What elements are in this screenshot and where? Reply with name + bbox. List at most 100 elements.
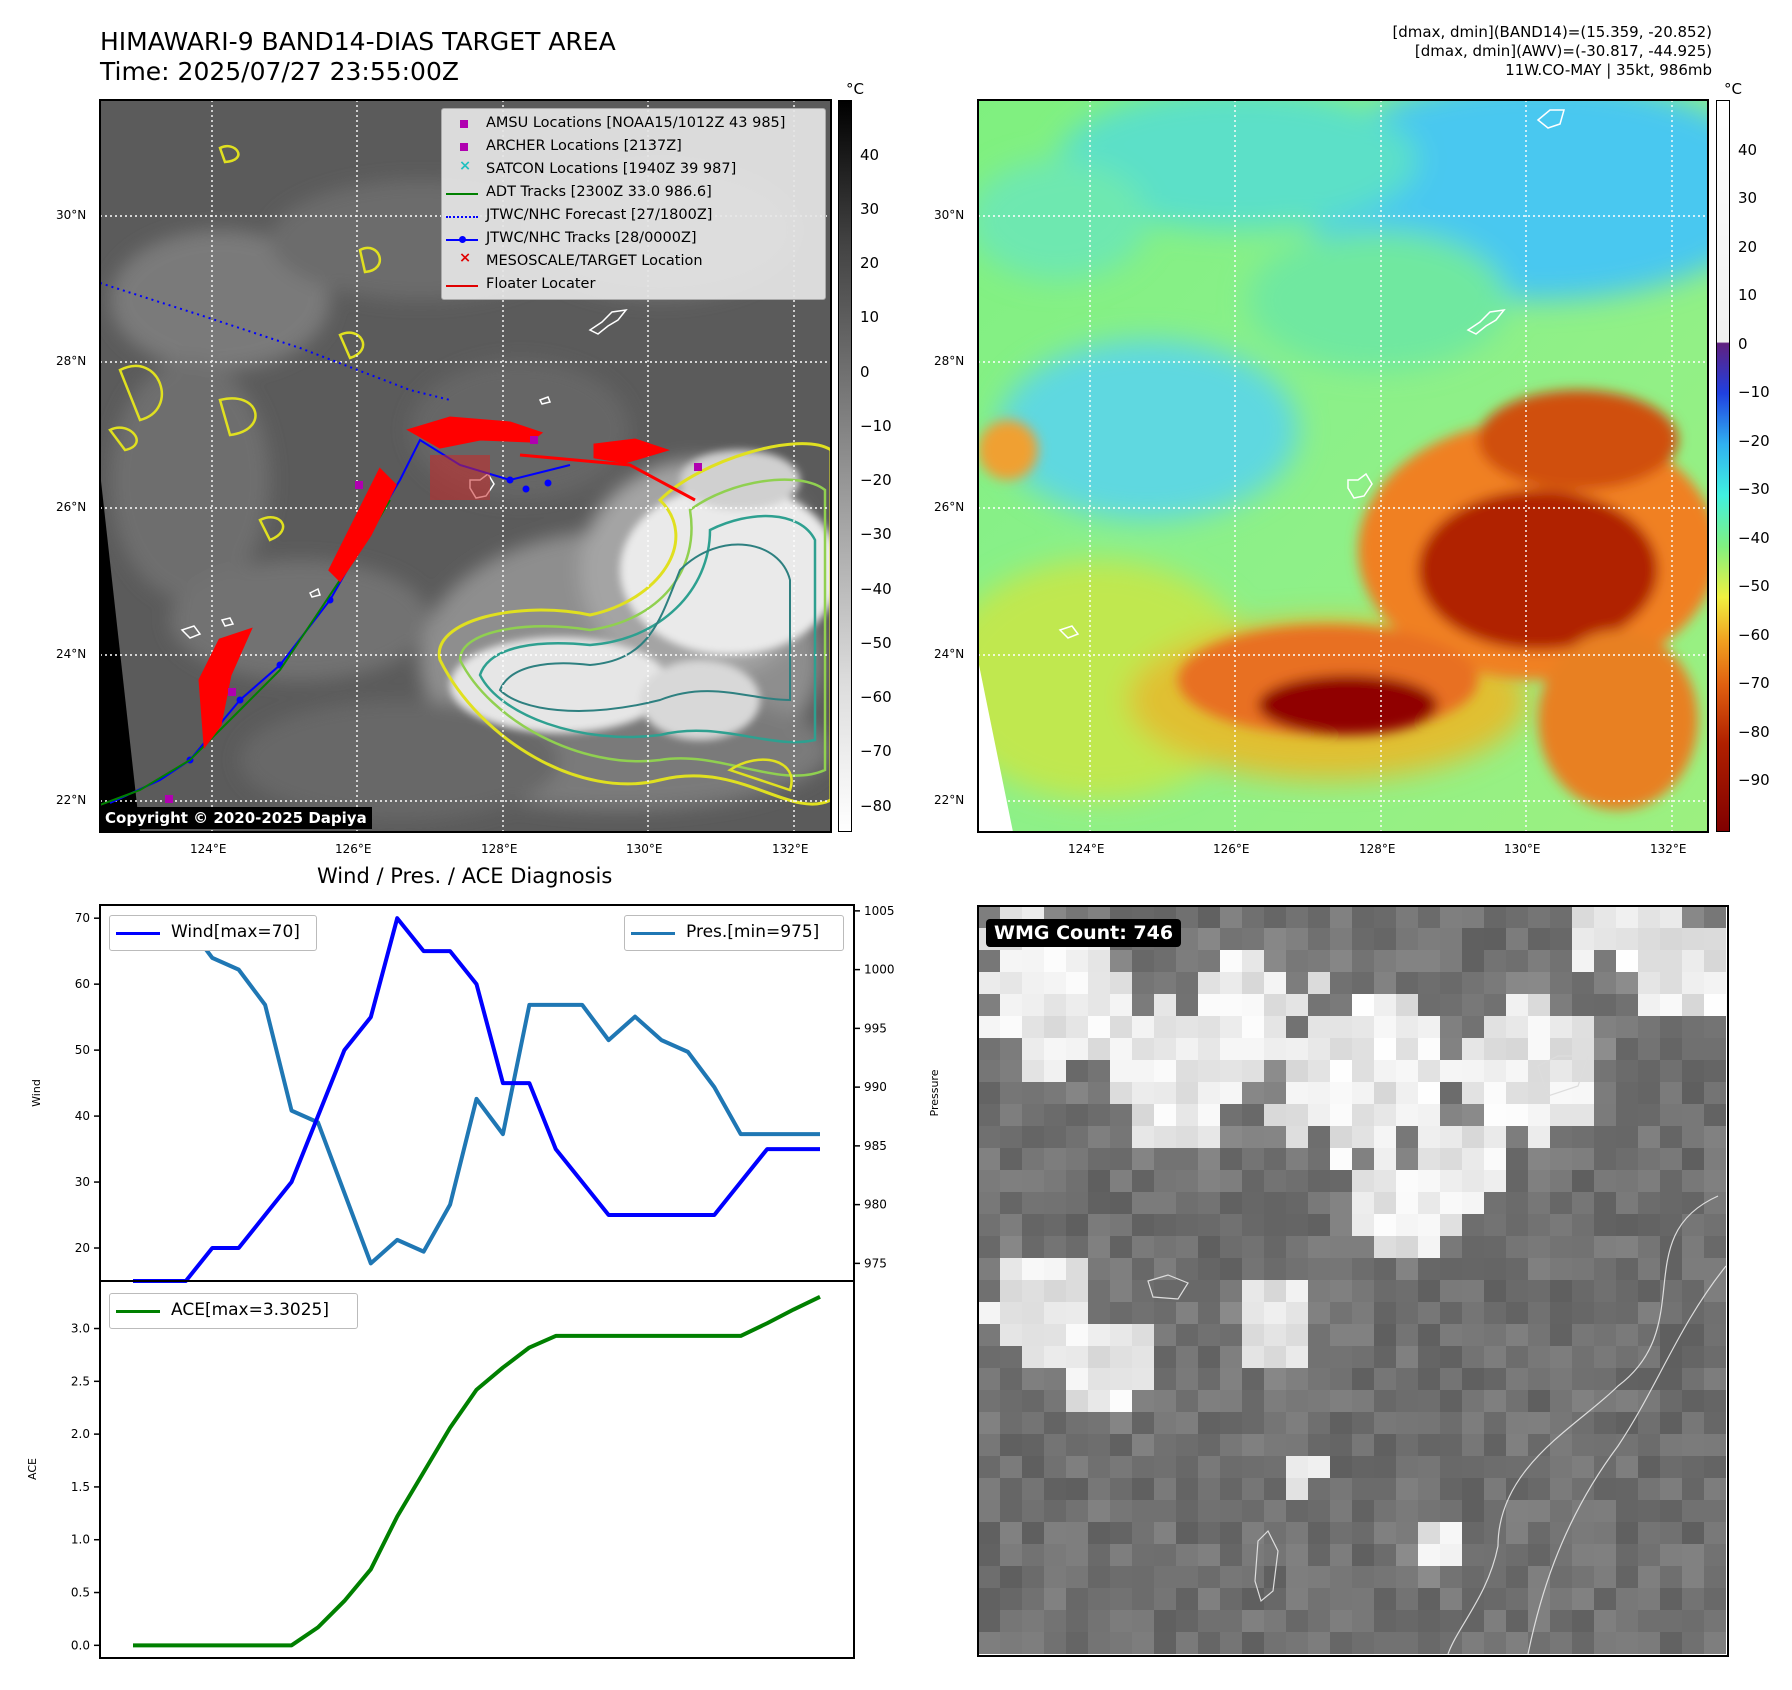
pressure-series-line <box>133 920 820 1266</box>
ir-map-frame <box>99 99 832 833</box>
wv-no-data-region <box>978 660 1013 832</box>
ir-lon-label: 128°E <box>481 842 518 856</box>
ir-colorbar-tick: 30 <box>860 200 880 218</box>
ir-lat-label: 28°N <box>56 354 87 368</box>
ir-colorbar-tick: 40 <box>860 146 880 164</box>
wind-series-line <box>133 916 820 1283</box>
wv-map-frame <box>977 99 1709 833</box>
ir-colorbar-tick: 20 <box>860 254 880 272</box>
ir-colorbar-tick: −80 <box>860 797 892 815</box>
wv-colorbar-tick: −20 <box>1738 432 1770 450</box>
ace-tick-label: 0.0 <box>71 1638 90 1652</box>
info-band14: [dmax, dmin](BAND14)=(15.359, -20.852) <box>1392 23 1712 41</box>
info-block: [dmax, dmin](BAND14)=(15.359, -20.852) [… <box>1392 23 1712 80</box>
wind-axis-label: Wind <box>30 1079 43 1107</box>
wv-colorbar-tick: 10 <box>1738 286 1758 304</box>
ir-colorbar-tick: −50 <box>860 634 892 652</box>
wind-axes-frame <box>99 904 855 1282</box>
ir-lon-label: 130°E <box>626 842 663 856</box>
ir-lon-label: 132°E <box>772 842 809 856</box>
pressure-tick-label: 980 <box>864 1198 887 1212</box>
x-marker-icon: × <box>459 158 472 174</box>
ace-tick-label: 2.5 <box>71 1374 90 1388</box>
timestamp: Time: 2025/07/27 23:55:00Z <box>100 57 459 86</box>
wind-legend-line-icon <box>116 932 160 935</box>
ir-lat-label: 30°N <box>56 208 87 222</box>
wv-lon-label: 124°E <box>1068 842 1105 856</box>
wv-colorbar-unit: °C <box>1724 80 1742 98</box>
ace-tick-label: 1.0 <box>71 1533 90 1547</box>
wmg-count-badge: WMG Count: 746 <box>986 919 1182 947</box>
wv-colorbar-tick: −60 <box>1738 626 1770 644</box>
wv-lon-label: 132°E <box>1650 842 1687 856</box>
wind-tick-label: 70 <box>75 911 90 925</box>
line-marker-icon <box>446 193 478 195</box>
wind-tick-label: 40 <box>75 1109 90 1123</box>
pressure-tick-label: 990 <box>864 1080 887 1094</box>
ir-colorbar-tick: −20 <box>860 471 892 489</box>
wind-tick-label: 20 <box>75 1241 90 1255</box>
wv-dry-slots <box>978 390 1708 810</box>
square-marker-icon <box>460 120 468 128</box>
wv-colorbar-tick: 40 <box>1738 141 1758 159</box>
pressure-legend: Pres.[min=975] <box>624 915 844 951</box>
wv-colorbar-tick: −80 <box>1738 723 1770 741</box>
line-marker-icon <box>446 285 478 287</box>
wv-lat-label: 26°N <box>934 500 965 514</box>
wv-colorbar-tick: −50 <box>1738 577 1770 595</box>
wind-tick-label: 60 <box>75 977 90 991</box>
pressure-tick-label: 995 <box>864 1021 887 1035</box>
jtwc-forecast-track <box>100 282 451 401</box>
x-marker-icon: × <box>459 250 472 266</box>
ir-colorbar-tick: −10 <box>860 417 892 435</box>
ace-axis-label: ACE <box>26 1458 39 1480</box>
ir-no-data-region <box>100 472 140 832</box>
ir-colorbar-unit: °C <box>846 80 864 98</box>
ir-lat-label: 26°N <box>56 500 87 514</box>
amsu-archer-markers <box>165 436 702 803</box>
page-title: HIMAWARI-9 BAND14-DIAS TARGET AREA <box>100 27 616 56</box>
ace-series-line <box>133 1295 821 1648</box>
ace-axes-frame <box>99 1280 855 1659</box>
wv-colorbar-tick: −30 <box>1738 480 1770 498</box>
ir-colorbar-tick: −60 <box>860 688 892 706</box>
wmg-coastlines <box>1147 1055 1726 1654</box>
ace-tick-label: 0.5 <box>71 1586 90 1600</box>
wv-colorbar-tick: −70 <box>1738 674 1770 692</box>
wmg-panel-imagery <box>978 906 1726 1654</box>
pressure-tick-label: 1000 <box>864 963 895 977</box>
wv-lat-label: 28°N <box>934 354 965 368</box>
ir-lat-label: 24°N <box>56 647 87 661</box>
wv-lon-label: 130°E <box>1504 842 1541 856</box>
ir-colorbar-tick: −40 <box>860 580 892 598</box>
wv-lon-label: 126°E <box>1213 842 1250 856</box>
ace-tick-label: 3.0 <box>71 1322 90 1336</box>
wv-colorbar-tick: 20 <box>1738 238 1758 256</box>
ir-colorbar-tick: −30 <box>860 525 892 543</box>
ace-tick-label: 2.0 <box>71 1427 90 1441</box>
info-storm: 11W.CO-MAY | 35kt, 986mb <box>1505 61 1712 79</box>
ir-colorbar-tick: 0 <box>860 363 870 381</box>
wv-lat-label: 30°N <box>934 208 965 222</box>
pressure-tick-label: 975 <box>864 1256 887 1270</box>
wv-colorbar-tick: −90 <box>1738 771 1770 789</box>
ace-legend: ACE[max=3.3025] <box>109 1293 358 1329</box>
wind-legend: Wind[max=70] <box>109 915 317 951</box>
copyright-label: Copyright © 2020-2025 Dapiya <box>100 807 372 829</box>
ir-lon-label: 124°E <box>190 842 227 856</box>
wv-lat-label: 24°N <box>934 647 965 661</box>
mesoscale-target-box <box>430 455 490 500</box>
ir-colorbar <box>838 100 852 832</box>
dotted-line-icon <box>446 216 478 218</box>
wv-colorbar <box>1716 100 1730 832</box>
square-marker-icon <box>460 143 468 151</box>
floater-locater-swaths <box>198 416 696 750</box>
ace-legend-line-icon <box>116 1310 160 1313</box>
wv-lat-label: 22°N <box>934 793 965 807</box>
wmg-pixel-grid <box>978 906 1726 1654</box>
wv-gridlines <box>978 100 1708 832</box>
ir-contours <box>108 145 831 806</box>
wv-colorbar-tick: −10 <box>1738 383 1770 401</box>
pressure-legend-line-icon <box>631 932 675 935</box>
pressure-tick-label: 985 <box>864 1139 887 1153</box>
